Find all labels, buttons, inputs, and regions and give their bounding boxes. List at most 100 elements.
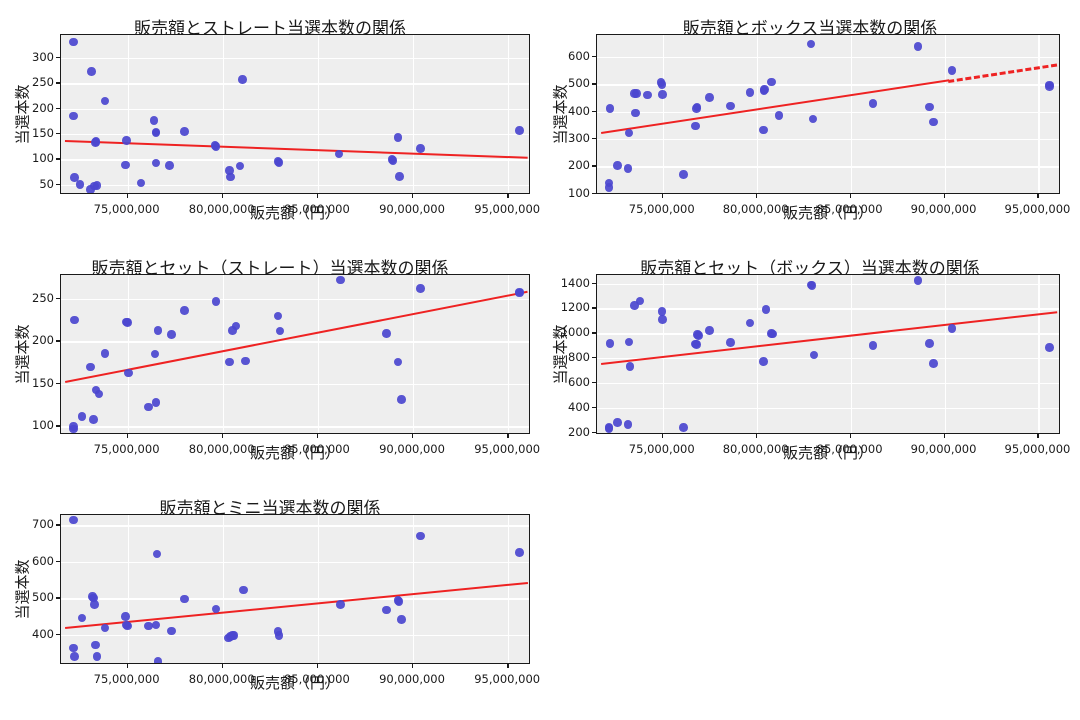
- y-tick-mark: [56, 133, 60, 135]
- x-tick-label: 75,000,000: [93, 442, 160, 456]
- data-point: [774, 111, 784, 120]
- gridline-horizontal: [61, 108, 529, 110]
- plot-area: [60, 34, 530, 194]
- gridline-vertical: [756, 35, 758, 193]
- x-tick-mark: [221, 194, 224, 198]
- data-point: [90, 600, 99, 609]
- data-point: [691, 121, 700, 131]
- data-point: [759, 357, 768, 366]
- data-point: [94, 389, 104, 399]
- y-tick-label: 400: [32, 627, 54, 641]
- data-point: [745, 318, 755, 328]
- data-point: [70, 173, 79, 182]
- gridline-horizontal: [597, 283, 1059, 285]
- x-tick-label: 85,000,000: [283, 672, 350, 686]
- data-point: [613, 418, 622, 427]
- data-point: [692, 102, 702, 112]
- data-point: [77, 412, 87, 421]
- data-point: [605, 339, 615, 348]
- y-tick-mark: [592, 137, 596, 140]
- data-point: [144, 621, 153, 631]
- data-point: [151, 620, 161, 629]
- gridline-horizontal: [597, 308, 1059, 310]
- data-point: [239, 585, 248, 595]
- y-tick-mark: [56, 297, 60, 300]
- data-point: [180, 306, 189, 315]
- gridline-horizontal: [61, 598, 529, 600]
- data-point: [397, 395, 406, 404]
- data-point: [635, 296, 645, 306]
- y-axis-label: 当選本数: [13, 559, 32, 620]
- gridline-horizontal: [597, 111, 1059, 113]
- y-tick-mark: [592, 381, 596, 384]
- y-tick-label: 400: [568, 399, 590, 414]
- data-point: [947, 324, 957, 333]
- data-point: [211, 297, 221, 306]
- x-tick-mark: [1037, 434, 1039, 438]
- y-tick-label: 700: [32, 517, 54, 532]
- gridline-vertical: [127, 275, 129, 433]
- x-tick-mark: [661, 194, 664, 198]
- data-point: [100, 96, 109, 106]
- x-tick-mark: [507, 664, 509, 668]
- data-point: [151, 128, 160, 138]
- data-point: [100, 349, 109, 358]
- data-point: [150, 349, 160, 359]
- y-tick-mark: [56, 56, 60, 59]
- x-tick-mark: [412, 194, 414, 198]
- data-point: [868, 99, 878, 108]
- data-point: [657, 307, 667, 316]
- x-axis-label: 販売額（円）: [782, 444, 873, 462]
- data-point: [605, 104, 615, 113]
- y-tick-label: 250: [32, 75, 54, 90]
- data-point: [868, 341, 878, 350]
- x-tick-label: 80,000,000: [188, 672, 255, 686]
- data-point: [336, 275, 345, 285]
- x-tick-mark: [221, 664, 224, 668]
- data-point: [416, 144, 425, 153]
- data-point: [394, 597, 403, 606]
- x-tick-label: 90,000,000: [379, 672, 445, 686]
- data-point: [273, 311, 283, 321]
- gridline-vertical: [222, 515, 225, 663]
- data-point: [151, 398, 161, 407]
- y-tick-label: 50: [39, 176, 54, 191]
- y-tick-label: 150: [32, 375, 54, 390]
- data-point: [726, 101, 735, 111]
- x-axis-label: 販売額（円）: [249, 674, 340, 692]
- y-tick-mark: [592, 192, 596, 195]
- data-point: [149, 116, 159, 125]
- gridline-horizontal: [61, 635, 529, 637]
- gridline-vertical: [413, 515, 415, 663]
- x-tick-mark: [1037, 194, 1039, 198]
- data-point: [397, 615, 406, 624]
- data-point: [153, 657, 163, 663]
- gridline-horizontal: [597, 382, 1059, 385]
- data-point: [69, 111, 78, 120]
- data-point: [679, 423, 688, 432]
- data-point: [235, 161, 245, 171]
- data-point: [334, 149, 344, 159]
- x-tick-label: 90,000,000: [379, 442, 445, 456]
- x-tick-mark: [661, 434, 664, 438]
- x-tick-label: 75,000,000: [93, 202, 160, 216]
- x-tick-mark: [755, 194, 758, 198]
- gridline-horizontal: [61, 57, 529, 60]
- y-tick-label: 1200: [560, 300, 590, 315]
- gridline-horizontal: [597, 166, 1059, 168]
- x-axis-label: 販売額（円）: [249, 204, 340, 222]
- data-point: [229, 631, 239, 640]
- gridline-horizontal: [61, 134, 529, 136]
- gridline-vertical: [756, 275, 758, 433]
- x-tick-mark: [316, 434, 319, 438]
- x-tick-mark: [412, 434, 414, 438]
- data-point: [657, 80, 667, 89]
- gridline-horizontal: [597, 358, 1059, 360]
- data-point: [165, 161, 174, 170]
- data-point: [167, 626, 176, 636]
- data-point: [122, 136, 131, 145]
- data-point: [929, 117, 938, 127]
